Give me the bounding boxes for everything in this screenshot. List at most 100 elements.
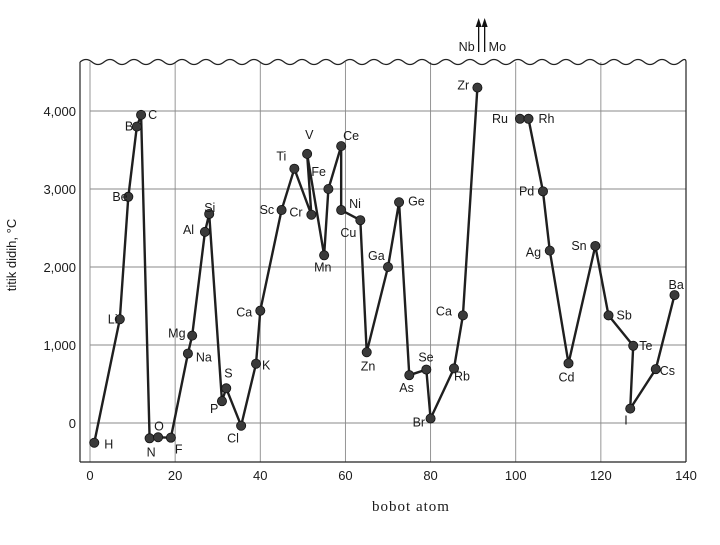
element-labels: H Li Be B C NOF Na Mg Al Si P S Cl K Ca Sc Ti Cr V Mn Fe Ce Ni… (104, 79, 684, 460)
label-v: V (305, 128, 314, 142)
y-tick-label: 4,000 (43, 104, 76, 119)
offscale-annotation: Nb Mo (459, 18, 506, 54)
point-h (89, 437, 100, 448)
label-ge: Ge (408, 194, 425, 208)
label-sb: Sb (617, 308, 632, 322)
point-o (153, 432, 164, 443)
label-c: C (148, 108, 157, 122)
series-line-1 (93, 87, 479, 443)
label-se: Se (418, 351, 433, 365)
label-ni: Ni (349, 197, 361, 211)
y-axis-label: titik didih, °C (4, 219, 19, 291)
wavy-top-border (79, 58, 687, 66)
point-mn (319, 250, 330, 261)
point-sc (276, 205, 287, 216)
point-b (131, 121, 142, 132)
label-rh: Rh (538, 112, 554, 126)
point-ru (514, 113, 525, 124)
point-cs (650, 364, 661, 375)
label-cu: Cu (340, 226, 356, 240)
mo-arrow-head (481, 18, 488, 27)
label-sr: Ca (436, 304, 452, 318)
label-p: P (210, 402, 218, 416)
point-na (182, 348, 193, 359)
x-tick-labels: 0 20 40 60 80 100 120 140 (86, 468, 696, 483)
point-be (123, 191, 134, 202)
point-rb (448, 363, 459, 374)
point-n (144, 433, 155, 444)
point-co (336, 141, 347, 152)
x-tick-label: 40 (253, 468, 267, 483)
point-br (425, 413, 436, 424)
y-tick-label: 0 (69, 416, 76, 431)
point-p (216, 396, 227, 407)
y-tick-label: 2,000 (43, 260, 76, 275)
label-pd: Pd (519, 184, 534, 198)
label-si: Si (204, 201, 215, 215)
point-cl (236, 420, 247, 431)
x-axis-label: bobot atom (372, 499, 450, 515)
nb-arrow-head (475, 18, 482, 27)
label-h: H (104, 438, 113, 452)
label-sn: Sn (571, 239, 586, 253)
label-na: Na (196, 351, 212, 365)
point-cd (563, 358, 574, 369)
x-tick-label: 20 (168, 468, 182, 483)
point-fe (323, 183, 334, 194)
label-rb: Rb (454, 369, 470, 383)
point-ge (394, 197, 405, 208)
point-ca (255, 305, 266, 316)
point-ni (336, 205, 347, 216)
point-pd (537, 186, 548, 197)
label-cr: Cr (289, 206, 302, 220)
x-tick-label: 60 (338, 468, 352, 483)
label-f: F (175, 443, 183, 457)
label-as: As (399, 381, 414, 395)
label-ti: Ti (276, 150, 286, 164)
point-mg (187, 330, 198, 341)
mo-label: Mo (489, 40, 506, 54)
point-sr (457, 310, 468, 321)
y-tick-labels: 0 1,000 2,000 3,000 4,000 (43, 104, 76, 431)
label-ba: Ba (669, 278, 684, 292)
x-tick-label: 80 (423, 468, 437, 483)
x-tick-label: 120 (590, 468, 612, 483)
label-te: Te (639, 339, 652, 353)
label-i: I (624, 414, 627, 428)
point-s (221, 383, 232, 394)
point-i (625, 403, 636, 414)
label-al: Al (183, 223, 194, 237)
label-cd: Cd (559, 370, 575, 384)
point-ba (669, 290, 680, 301)
label-fe: Fe (311, 165, 326, 179)
point-sn (590, 240, 601, 251)
label-b: B (125, 120, 133, 134)
point-zn (361, 347, 372, 358)
label-n: N (147, 445, 156, 459)
point-as (404, 370, 415, 381)
point-sb (603, 310, 614, 321)
label-cs: Cs (660, 364, 675, 378)
label-ru: Ru (492, 112, 508, 126)
label-zr: Zr (457, 79, 469, 93)
label-s: S (224, 366, 232, 380)
point-rh (523, 113, 534, 124)
label-be: Be (112, 190, 127, 204)
label-cl: Cl (227, 432, 239, 446)
point-c (136, 109, 147, 120)
point-ti (289, 163, 300, 174)
y-tick-label: 1,000 (43, 338, 76, 353)
data-points (89, 82, 680, 448)
point-f (165, 432, 176, 443)
point-v (302, 148, 313, 159)
label-li: Li (108, 312, 118, 326)
label-sc: Sc (260, 203, 275, 217)
point-li (114, 314, 125, 325)
label-mg: Mg (168, 327, 185, 341)
point-si (204, 208, 215, 219)
point-ag (544, 245, 555, 256)
label-co: Ce (343, 129, 359, 143)
point-zr (472, 82, 483, 93)
